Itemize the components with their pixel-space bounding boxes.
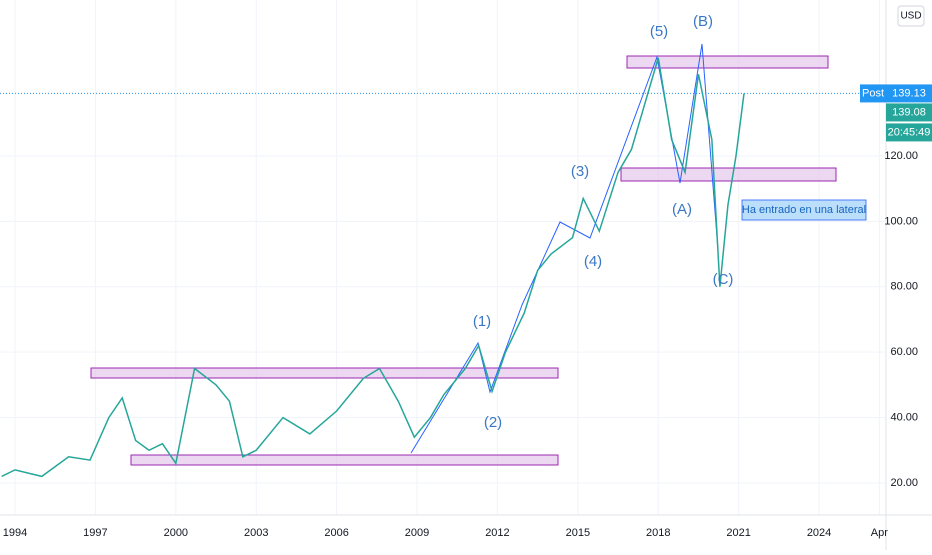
post-label: Post — [862, 87, 884, 99]
zone — [90, 367, 559, 379]
wave-label: (5) — [650, 23, 668, 40]
zone — [626, 55, 829, 69]
axis: 20.00 40.00 60.00 80.00 100.00 120.00 1994 1997… — [3, 84, 932, 539]
currency[interactable]: USD — [900, 11, 921, 22]
x-tick-label: 2000 — [164, 527, 188, 539]
wave-label: (C) — [713, 271, 734, 288]
y-tick-label: 100.00 — [884, 215, 918, 227]
x-tick-label: 2003 — [244, 527, 268, 539]
plot — [0, 57, 885, 478]
x-tick-label: 2024 — [807, 527, 831, 539]
wave-label: (3) — [571, 163, 589, 180]
currency-box[interactable] — [897, 5, 925, 27]
x-tick-label: 1994 — [3, 527, 27, 539]
x-tick-label: 1997 — [83, 527, 107, 539]
grid — [0, 0, 885, 515]
y-tick-label: 40.00 — [890, 411, 918, 423]
wave-label: (A) — [672, 201, 692, 218]
x-tick-label: 2009 — [405, 527, 429, 539]
trend-lines — [410, 43, 719, 454]
y-tick-label: 20.00 — [890, 477, 918, 489]
wave-label: (2) — [484, 414, 502, 431]
zone — [130, 454, 559, 466]
x-tick-label: 2012 — [485, 527, 509, 539]
x-tick-label: 2006 — [324, 527, 348, 539]
close-label: 139.08 — [892, 106, 926, 118]
wave-label: (B) — [693, 13, 713, 30]
post-badge — [860, 84, 886, 103]
wave-label: (1) — [473, 313, 491, 330]
zones — [90, 55, 837, 466]
x-tick-label: Apr — [871, 527, 888, 539]
wave-label: (4) — [584, 253, 602, 270]
price-label: 139.13 — [892, 87, 926, 99]
close-badge — [886, 103, 932, 122]
price-badge — [886, 84, 932, 103]
y-tick-label: 60.00 — [890, 346, 918, 358]
zone — [620, 167, 837, 182]
callout-box — [741, 199, 867, 221]
countdown-badge — [886, 123, 932, 142]
countdown: 20:45:49 — [888, 126, 931, 138]
y-tick-label: 80.00 — [890, 281, 918, 293]
y-tick-label: 120.00 — [884, 150, 918, 162]
x-tick-label: 2021 — [726, 527, 750, 539]
callout: Ha entrado en una lateral — [742, 204, 866, 216]
x-tick-label: 2018 — [646, 527, 670, 539]
price-line — [1, 57, 745, 478]
trend-line — [410, 43, 719, 454]
x-tick-label: 2015 — [566, 527, 590, 539]
